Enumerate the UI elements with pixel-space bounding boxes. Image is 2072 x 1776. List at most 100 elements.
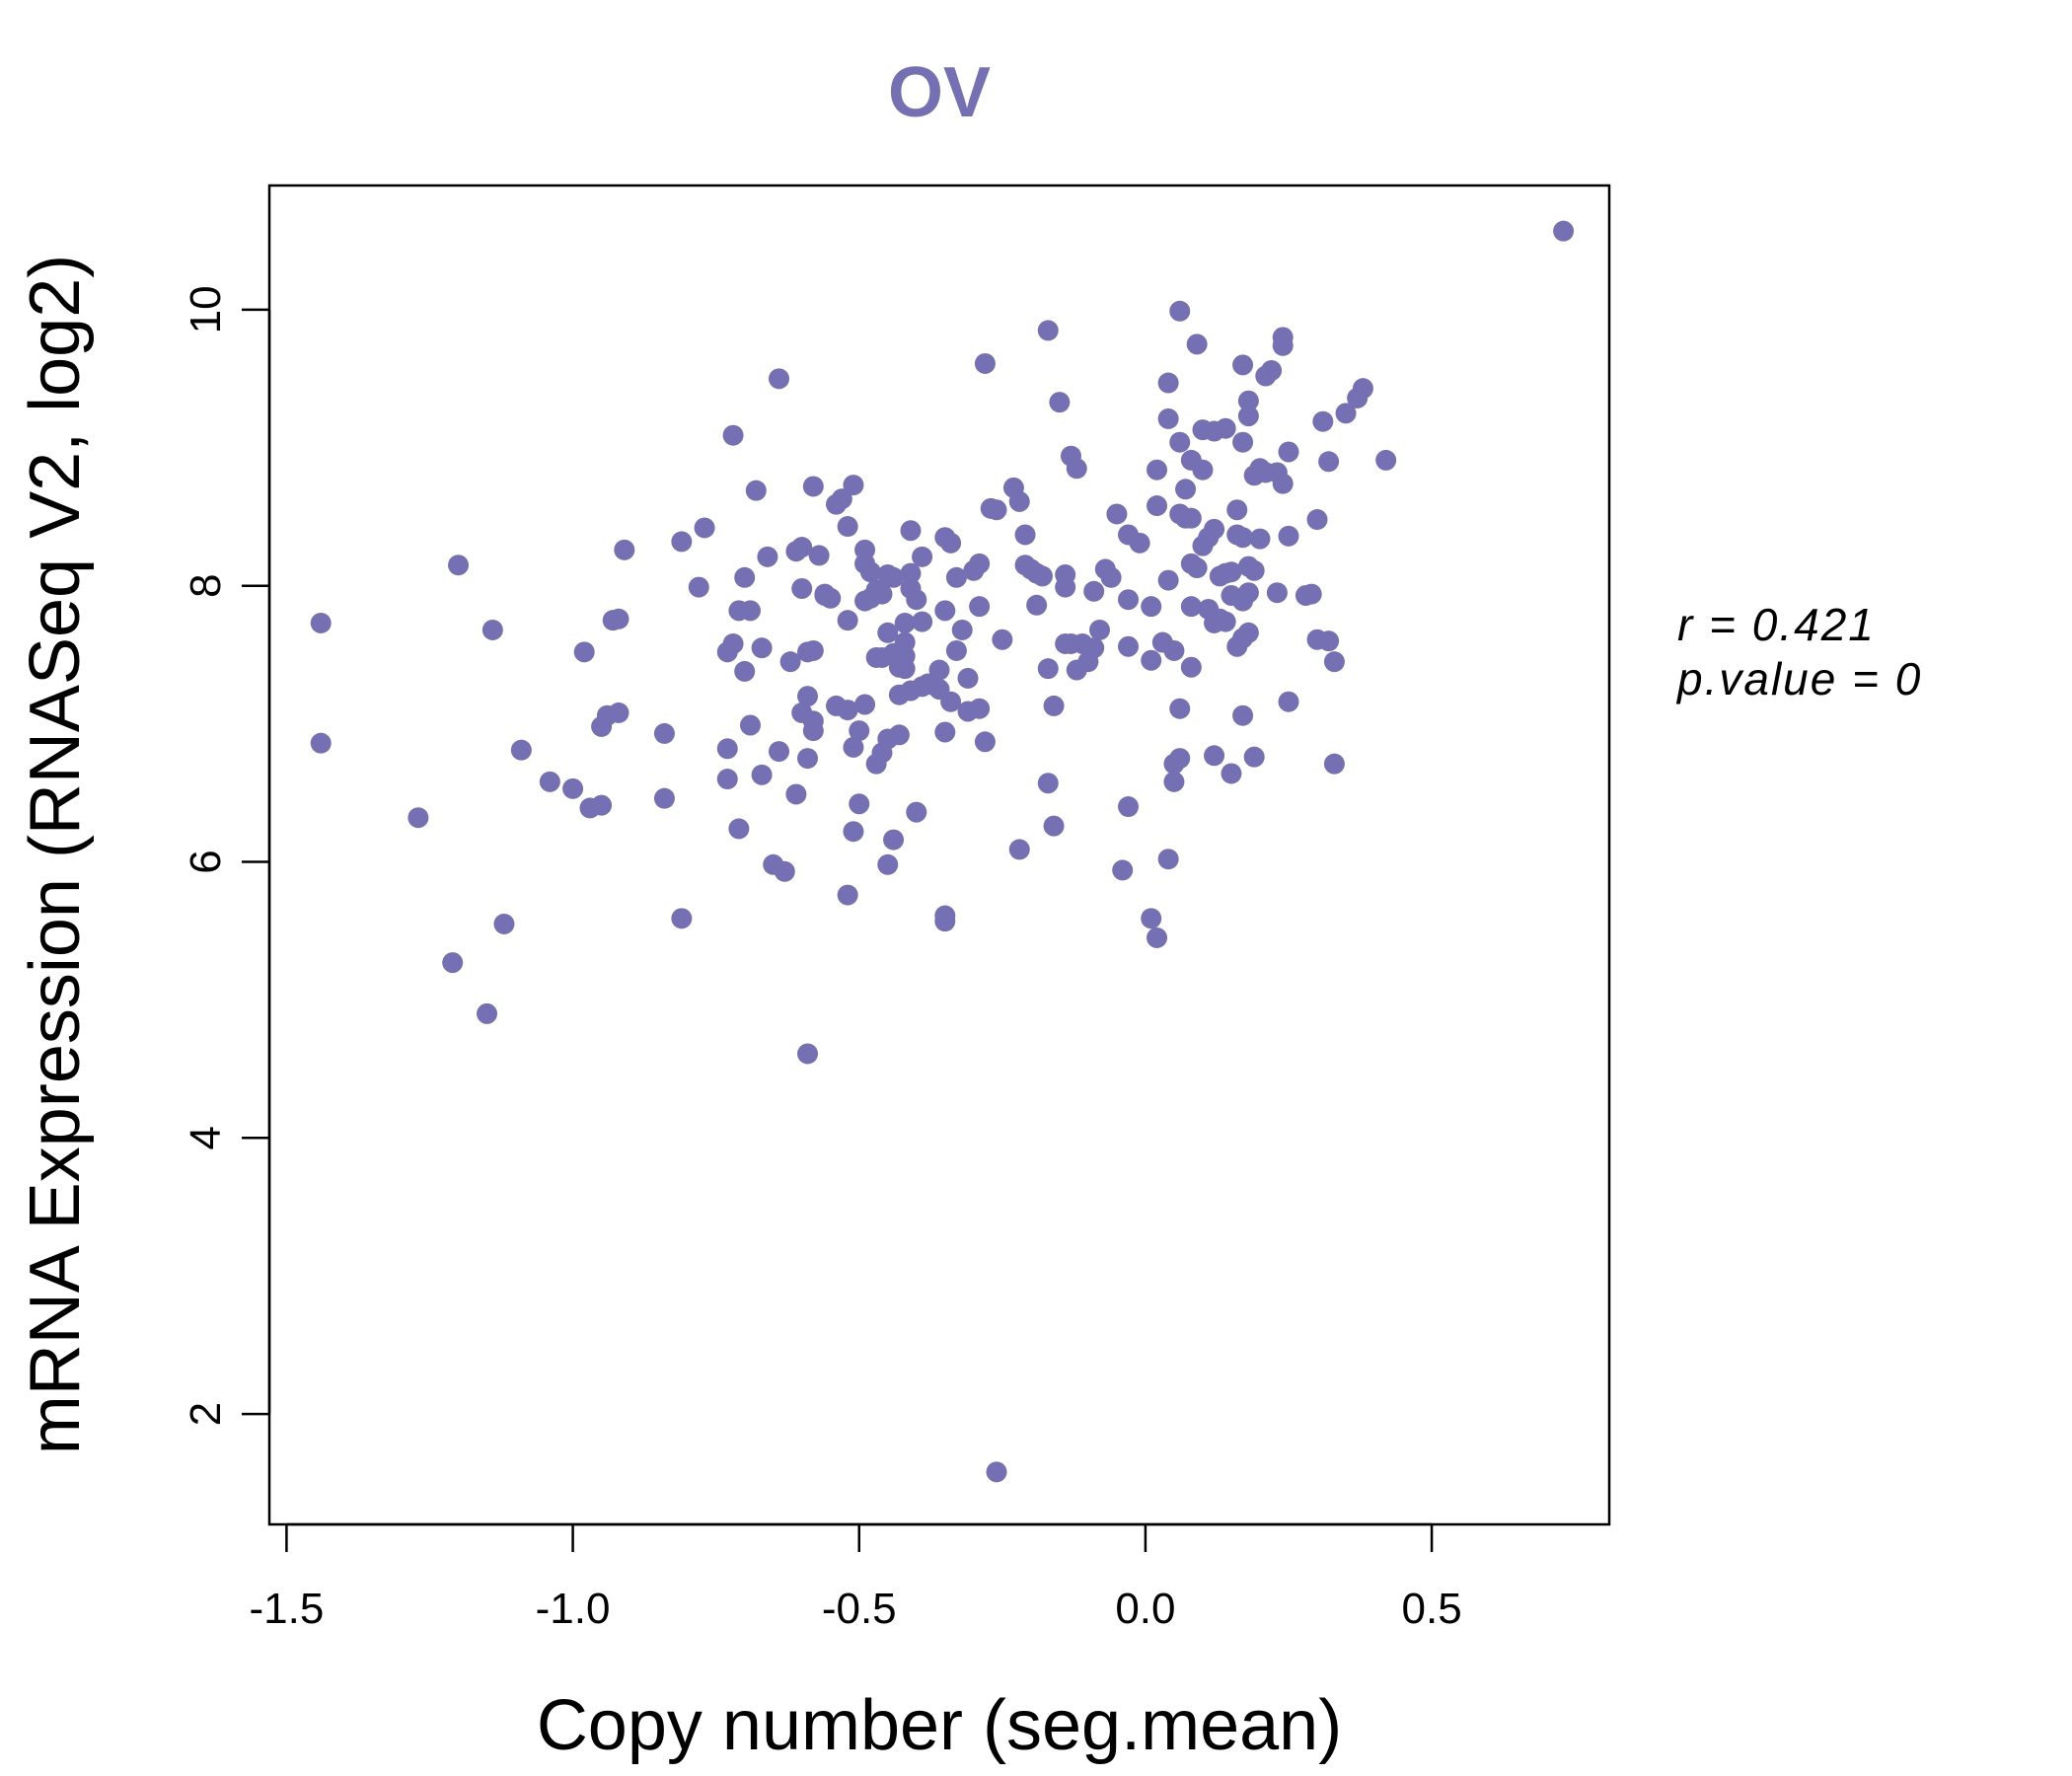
data-point [900,520,922,542]
data-point [797,748,819,770]
data-point [1323,753,1345,775]
data-point [883,566,905,588]
data-point [1118,589,1140,611]
data-point [1335,403,1357,424]
data-point [1106,503,1128,525]
data-point [734,660,756,682]
data-point [653,722,675,744]
data-point [728,818,750,840]
data-point [1186,557,1208,579]
data-point [671,908,693,929]
data-point [969,553,991,574]
data-point [1100,566,1122,588]
data-point [802,639,824,661]
data-point [934,905,956,926]
data-point [1169,300,1191,322]
data-point [1043,815,1065,837]
data-point [779,651,801,673]
data-point [734,566,756,588]
data-point [716,738,738,760]
data-point [894,658,916,680]
data-point [1037,773,1059,794]
data-point [1141,908,1162,929]
data-point [951,619,973,640]
data-point [739,600,761,622]
data-point [1180,507,1202,529]
y-axis: 2 4 6 8 10 [182,285,271,1426]
data-point [945,566,967,588]
p-value-label: p.value = 0 [1675,653,1922,704]
data-point [1088,619,1110,640]
data-point [1232,704,1254,726]
data-point [1221,763,1242,784]
data-point [1232,527,1254,549]
data-point [992,629,1013,650]
data-point [974,352,996,374]
data-point [1147,495,1168,517]
data-point [934,721,956,743]
data-point [900,562,922,584]
data-point [1147,459,1168,481]
data-point [1031,565,1053,587]
chart-title: OV [888,53,991,132]
data-point [969,698,991,719]
data-point [1215,417,1236,439]
data-point [310,732,332,754]
data-point [1157,407,1179,429]
data-point [671,531,693,553]
data-point [493,913,515,934]
data-point [1318,630,1340,652]
data-point [791,577,813,599]
data-point [912,546,933,567]
data-point [1175,479,1197,500]
data-point [802,476,824,497]
data-point [871,583,893,605]
data-point [688,576,709,598]
data-point [1008,839,1030,860]
x-axis: -1.5 -1.0 -0.5 0.0 0.5 [249,1522,1462,1633]
data-point [928,659,950,681]
data-point [442,952,464,974]
plot-frame [267,184,1611,1526]
data-point [843,475,864,496]
data-point [1312,410,1334,432]
y-tick-label: 8 [182,573,230,597]
data-point [1221,561,1242,583]
y-tick-label: 4 [182,1126,230,1149]
data-point [854,694,876,715]
data-point [1192,459,1214,481]
data-point [1266,582,1288,604]
data-point [1553,220,1575,242]
data-point [888,724,910,746]
data-point [694,517,715,539]
data-point [751,637,773,659]
data-point [1180,596,1202,618]
data-point [573,641,595,663]
data-point [843,736,864,758]
data-point [912,611,933,632]
data-point [837,516,858,538]
data-point [837,884,858,906]
x-axis-title: Copy number (seg.mean) [537,1686,1342,1765]
data-point [1157,569,1179,591]
data-point [877,853,899,875]
data-point [802,720,824,742]
data-point [1147,926,1168,948]
data-point [1112,859,1134,881]
data-point [1237,390,1259,411]
data-point [407,807,429,829]
data-point [1043,695,1065,716]
data-point [859,561,881,583]
data-point [1049,392,1071,413]
data-point [774,860,795,882]
data-point [1278,525,1299,547]
data-point [745,480,767,501]
x-tick-label: -1.0 [536,1585,611,1633]
data-point [1272,327,1294,348]
data-points [310,220,1575,1483]
data-point [722,632,744,654]
data-point [562,777,584,799]
x-tick-label: -1.5 [249,1585,324,1633]
data-point [1141,649,1162,671]
